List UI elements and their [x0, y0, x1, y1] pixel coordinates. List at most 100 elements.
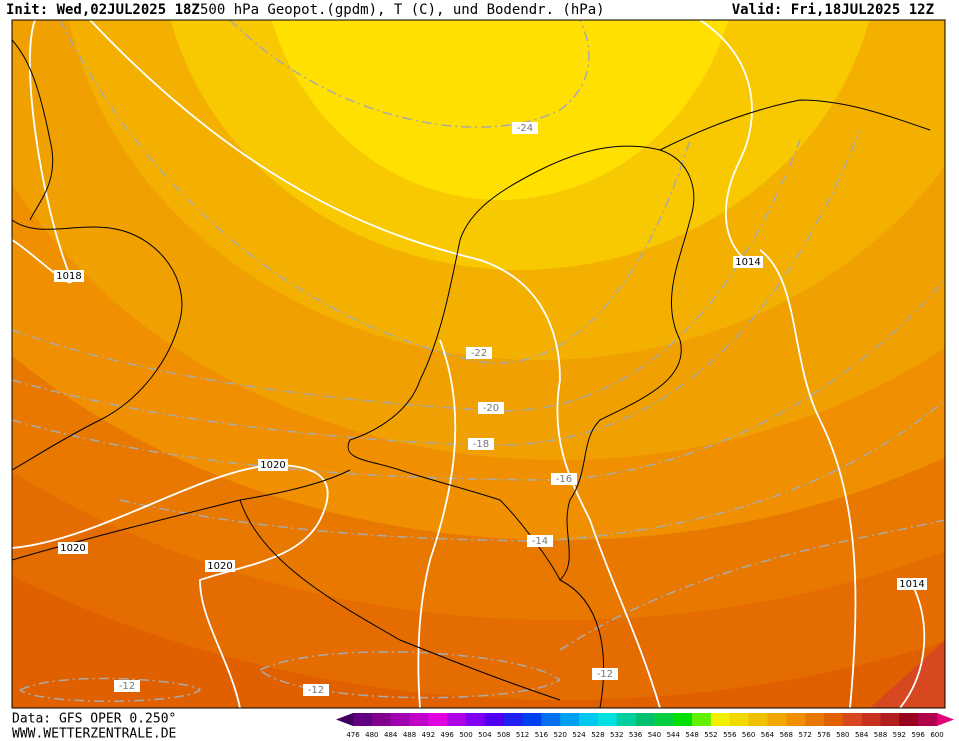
legend-tick-label: 480 [365, 731, 378, 739]
isobar-labels: 1018 1014 1020 1020 1020 1014 [54, 256, 927, 590]
legend-tick-label: 584 [855, 731, 869, 739]
legend-over [937, 713, 954, 726]
isobar [899, 583, 926, 708]
legend-tick-label: 580 [836, 731, 849, 739]
label-box [897, 578, 927, 590]
temperature-contour [12, 279, 945, 481]
legend-swatch [541, 713, 561, 726]
legend-tick-label: 556 [723, 731, 737, 739]
coastline [12, 39, 54, 221]
label-box [258, 459, 288, 471]
label-box [303, 684, 329, 696]
valid-time: Valid: Fri,18JUL2025 12Z [732, 2, 934, 18]
legend-swatch [371, 713, 391, 726]
isobar [12, 20, 73, 284]
label-box [205, 560, 235, 572]
legend-tick-label: 528 [591, 731, 604, 739]
legend-swatch [466, 713, 486, 726]
map-field [12, 20, 945, 708]
legend-tick-label: 496 [441, 731, 455, 739]
temperature-label: -24 [517, 123, 533, 134]
legend-swatch [353, 713, 373, 726]
isobar [12, 464, 329, 708]
isobar-label: 1020 [260, 460, 285, 471]
legend-tick-label: 508 [497, 731, 510, 739]
legend-tick-label: 576 [817, 731, 831, 739]
map-title: 500 hPa Geopot.(gpdm), T (C), und Bodend… [200, 2, 605, 18]
legend-swatch [503, 713, 523, 726]
legend-tick-label: 488 [403, 731, 416, 739]
label-box [733, 256, 763, 268]
legend-swatch [616, 713, 636, 726]
legend-swatch [560, 713, 580, 726]
temperature-label: -20 [483, 403, 499, 414]
label-box [551, 473, 577, 485]
country-border [239, 499, 561, 701]
isobar [759, 249, 857, 708]
label-box [527, 535, 553, 547]
temperature-label: -12 [308, 685, 324, 696]
legend-tick-label: 588 [874, 731, 887, 739]
legend-swatch [767, 713, 787, 726]
legend-swatch [805, 713, 825, 726]
legend-tick-label: 564 [761, 731, 775, 739]
legend-swatch [786, 713, 806, 726]
legend-tick-label: 500 [459, 731, 472, 739]
legend-under [336, 713, 353, 726]
legend-swatch [673, 713, 693, 726]
legend-tick-label: 512 [516, 731, 529, 739]
temperature-label: -12 [597, 669, 613, 680]
legend-tick-label: 540 [648, 731, 661, 739]
label-box [592, 668, 618, 680]
temperature-label: -22 [471, 348, 487, 359]
isobar-label: 1020 [207, 561, 232, 572]
coastline [659, 99, 931, 151]
legend-swatch [861, 713, 881, 726]
legend-swatch [654, 713, 674, 726]
temperature-contour [18, 677, 202, 702]
legend-tick-label: 592 [893, 731, 906, 739]
legend-tick-label: 568 [780, 731, 793, 739]
label-box [114, 680, 140, 692]
isobar [89, 20, 661, 708]
temperature-contour [12, 129, 861, 446]
legend-tick-label: 600 [930, 731, 943, 739]
legend-swatch [597, 713, 618, 726]
website: WWW.WETTERZENTRALE.DE [12, 727, 176, 741]
label-box [58, 542, 88, 554]
temperature-contour [59, 20, 691, 364]
temperature-labels: -24 -22 -20 -18 -16 -14 -12 -12 -12 [114, 122, 618, 696]
country-border [347, 145, 695, 581]
isobar-label: 1020 [60, 543, 85, 554]
legend-tick-label: 504 [478, 731, 492, 739]
isobar-label: 1014 [735, 257, 760, 268]
legend-tick-label: 560 [742, 731, 755, 739]
temperature-contour [229, 20, 590, 128]
band [271, 20, 729, 200]
legend-swatch [918, 713, 938, 726]
legend-tick-label: 552 [704, 731, 717, 739]
band [870, 640, 945, 708]
legend-swatch [579, 713, 599, 726]
legend-swatch [880, 713, 900, 726]
label-box [466, 347, 492, 359]
legend-tick-label: 476 [346, 731, 360, 739]
legend-tick-label: 532 [610, 731, 623, 739]
legend-swatch [428, 713, 448, 726]
color-legend: 476 480 484 488 492 496 500 504 508 512 516 520 524 5… [336, 713, 954, 739]
isobar [417, 339, 457, 708]
legend-tick-label: 548 [685, 731, 698, 739]
legend-tick-label: 516 [535, 731, 549, 739]
map-frame [11, 19, 946, 709]
legend-swatch [447, 713, 467, 726]
isobar-label: 1014 [899, 579, 924, 590]
legend-swatch [899, 713, 919, 726]
legend-swatch [729, 713, 749, 726]
legend-tick-label: 524 [572, 731, 586, 739]
legend-tick-label: 520 [554, 731, 567, 739]
label-box [54, 270, 84, 282]
legend-tick-label: 572 [798, 731, 811, 739]
legend-swatch [484, 713, 505, 726]
temperature-contour [258, 651, 562, 699]
